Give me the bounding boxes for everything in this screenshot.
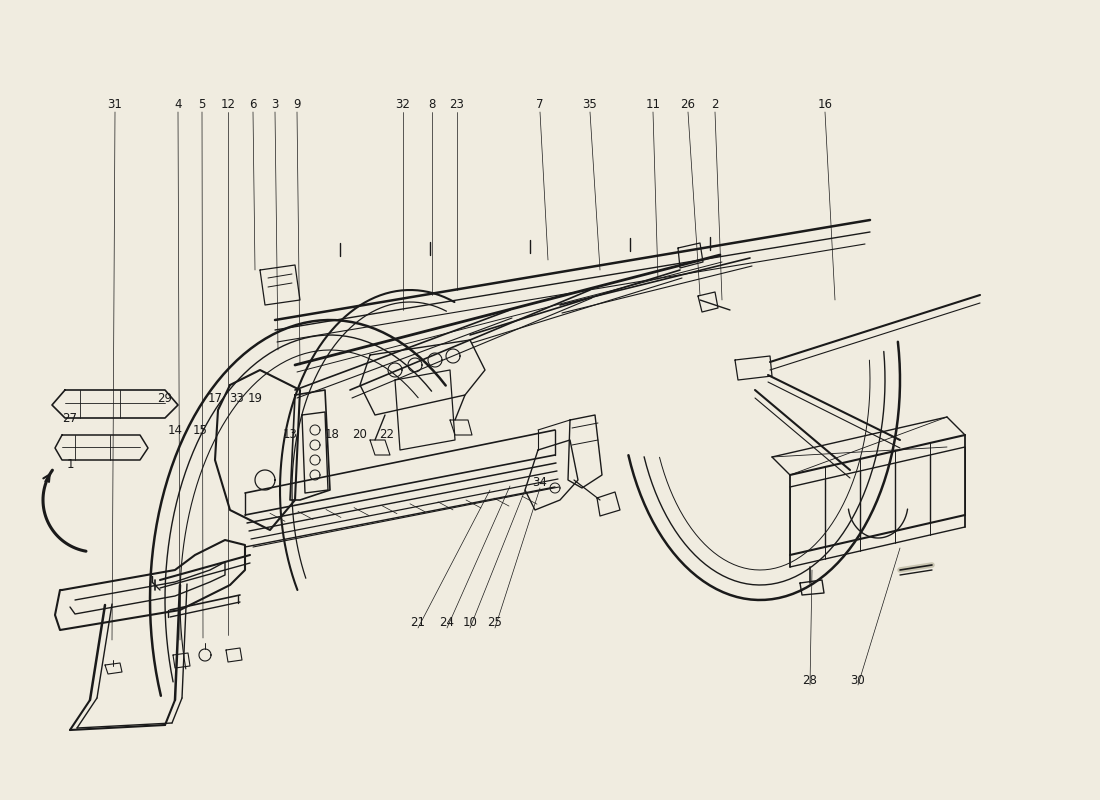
Polygon shape [55,540,245,630]
Text: 21: 21 [410,615,426,629]
Text: 32: 32 [396,98,410,111]
Text: 22: 22 [379,429,395,442]
Polygon shape [290,390,330,500]
Text: 26: 26 [681,98,695,111]
Text: 4: 4 [174,98,182,111]
Text: 9: 9 [294,98,300,111]
Text: 24: 24 [440,615,454,629]
Text: 30: 30 [850,674,866,686]
Text: 35: 35 [583,98,597,111]
Text: 28: 28 [803,674,817,686]
Text: 15: 15 [192,423,208,437]
Text: 18: 18 [324,429,340,442]
Text: 25: 25 [487,615,503,629]
Polygon shape [52,390,178,418]
Text: 17: 17 [208,391,222,405]
Text: 8: 8 [428,98,436,111]
Text: 7: 7 [537,98,543,111]
Text: 33: 33 [230,391,244,405]
Text: 16: 16 [817,98,833,111]
Polygon shape [214,370,300,530]
Text: 2: 2 [712,98,718,111]
Text: 27: 27 [63,411,77,425]
Text: 34: 34 [532,475,548,489]
Text: 11: 11 [646,98,660,111]
Text: 29: 29 [157,391,173,405]
Text: 10: 10 [463,615,477,629]
Text: 1: 1 [66,458,74,471]
Polygon shape [55,435,148,460]
Text: 23: 23 [450,98,464,111]
Text: 13: 13 [283,429,297,442]
Text: 19: 19 [248,391,263,405]
Text: 6: 6 [250,98,256,111]
Text: 20: 20 [353,429,367,442]
Text: 12: 12 [220,98,235,111]
Text: 14: 14 [167,423,183,437]
Text: 3: 3 [272,98,278,111]
Text: 5: 5 [198,98,206,111]
Text: 31: 31 [108,98,122,111]
